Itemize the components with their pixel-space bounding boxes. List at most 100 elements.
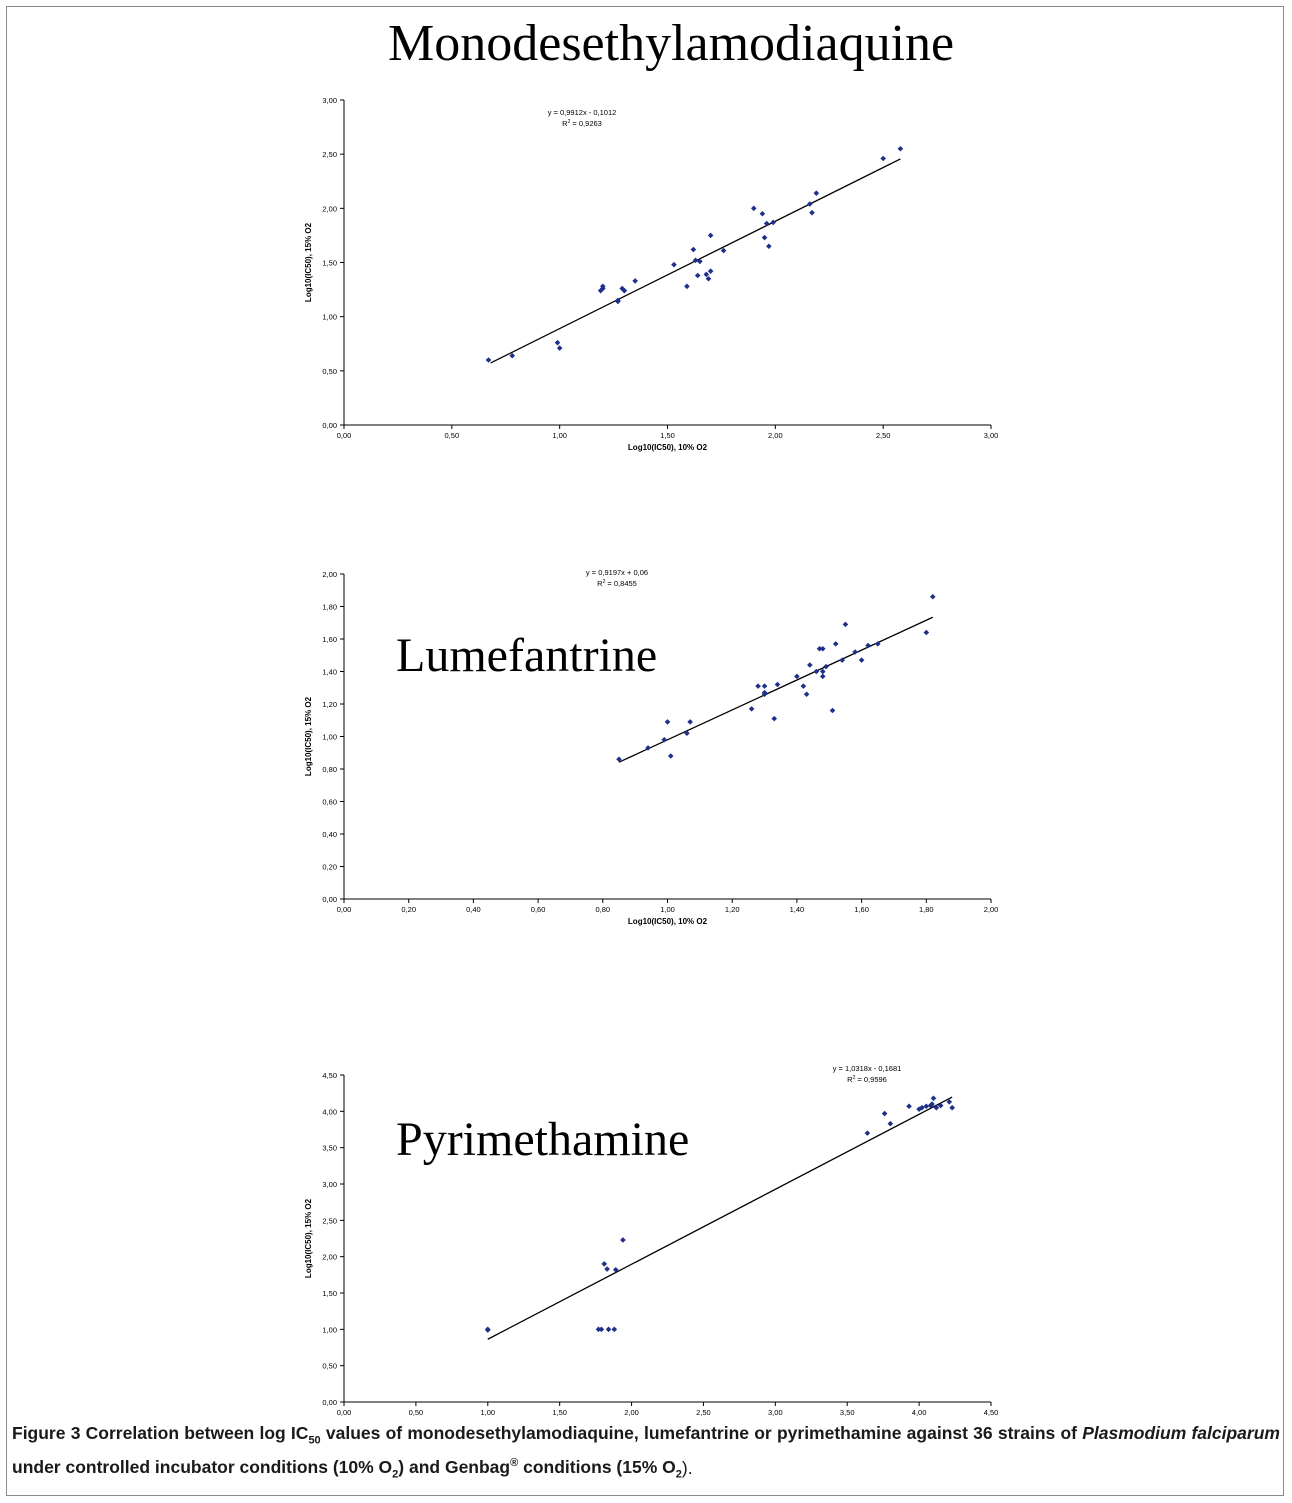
caption-text-4: ) and Genbag xyxy=(398,1457,511,1478)
data-point xyxy=(800,683,807,689)
data-point xyxy=(612,1266,619,1273)
caption-text-3: under controlled incubator conditions (1… xyxy=(12,1457,393,1478)
data-point xyxy=(929,593,936,600)
y-tick-label: 1,00 xyxy=(322,1325,337,1334)
x-tick-label: 3,00 xyxy=(984,431,999,440)
data-point xyxy=(774,681,781,688)
data-point xyxy=(667,753,674,759)
r-squared-label: R2 = 0,9263 xyxy=(562,119,602,128)
y-tick-label: 0,50 xyxy=(322,1362,337,1371)
data-point xyxy=(761,683,768,689)
x-tick-label: 3,50 xyxy=(840,1408,855,1417)
x-tick-label: 3,00 xyxy=(768,1408,783,1417)
x-tick-label: 1,50 xyxy=(660,431,675,440)
data-point xyxy=(664,719,671,725)
data-point xyxy=(605,1326,612,1333)
data-point xyxy=(864,1130,871,1136)
y-tick-label: 4,00 xyxy=(322,1107,337,1116)
trendline-equation: y = 0,9197x + 0,06 xyxy=(586,568,648,577)
data-point xyxy=(949,1104,955,1111)
data-point xyxy=(770,219,776,226)
y-tick-label: 1,50 xyxy=(322,259,337,268)
data-point xyxy=(929,1101,935,1107)
y-tick-label: 1,40 xyxy=(322,668,337,677)
data-point xyxy=(621,287,628,294)
y-tick-label: 3,50 xyxy=(322,1144,337,1153)
x-tick-label: 0,00 xyxy=(337,905,352,914)
data-point xyxy=(509,352,516,359)
data-point xyxy=(761,234,768,241)
data-point xyxy=(645,745,651,751)
scatter-chart-lumefantrine: 0,00 0,20 0,40 0,60 0,80 1,00 1,20 1,40 1,60 1,80… xyxy=(304,568,998,926)
caption-sub-2b: 2 xyxy=(675,1468,682,1481)
data-point xyxy=(858,657,865,663)
x-tick-label: 0,80 xyxy=(595,905,610,914)
data-point xyxy=(597,287,604,294)
caption-text-5: conditions (15% O xyxy=(518,1457,676,1478)
y-tick-label: 0,00 xyxy=(322,895,337,904)
data-point xyxy=(865,642,871,649)
data-point xyxy=(687,719,693,725)
y-tick-label: 0,80 xyxy=(322,765,337,774)
data-point xyxy=(600,283,606,290)
data-point xyxy=(852,649,858,655)
data-point xyxy=(684,283,690,290)
data-point xyxy=(595,1326,602,1333)
trendline xyxy=(618,616,934,763)
data-point xyxy=(759,210,766,217)
y-tick-label: 2,00 xyxy=(322,204,337,213)
caption-sub-2a: 2 xyxy=(392,1468,399,1481)
data-point xyxy=(615,297,621,304)
data-point xyxy=(933,1104,940,1111)
data-point xyxy=(842,621,849,628)
data-point xyxy=(755,683,761,689)
data-point xyxy=(620,1237,626,1243)
y-tick-label: 4,50 xyxy=(322,1071,337,1080)
data-point xyxy=(766,243,772,250)
data-point xyxy=(897,145,904,152)
data-point xyxy=(887,1120,894,1127)
x-tick-label: 1,80 xyxy=(919,905,934,914)
data-point xyxy=(823,663,829,670)
data-point xyxy=(485,357,492,363)
y-tick-label: 1,80 xyxy=(322,603,337,612)
x-tick-label: 1,60 xyxy=(854,905,869,914)
data-point xyxy=(771,715,778,722)
data-point xyxy=(671,261,677,268)
x-tick-label: 2,00 xyxy=(624,1408,639,1417)
caption-sub-50: 50 xyxy=(308,1434,321,1447)
data-point xyxy=(720,247,727,254)
data-point xyxy=(819,673,826,680)
trendline-equation: y = 0,9912x - 0,1012 xyxy=(548,108,617,117)
data-point xyxy=(916,1106,922,1112)
data-point xyxy=(946,1099,953,1105)
x-tick-label: 0,20 xyxy=(401,905,416,914)
x-tick-label: 2,00 xyxy=(768,431,783,440)
data-point xyxy=(829,707,836,714)
data-point xyxy=(919,1104,925,1111)
data-point xyxy=(923,629,930,636)
scatter-chart-pyrimethamine: 0,00 0,50 1,00 1,50 2,00 2,50 3,00 3,50 4,00 4,50… xyxy=(304,1064,998,1417)
x-tick-label: 0,00 xyxy=(337,431,352,440)
r-squared-label: R2 = 0,9596 xyxy=(847,1075,887,1084)
y-tick-label: 2,50 xyxy=(322,1216,337,1225)
data-point xyxy=(750,205,757,212)
data-point xyxy=(484,1327,491,1333)
data-point xyxy=(816,645,823,652)
x-tick-label: 2,50 xyxy=(876,431,891,440)
data-point xyxy=(661,736,668,743)
chart-title-pyrimethamine: Pyrimethamine xyxy=(396,1113,690,1166)
y-tick-label: 2,00 xyxy=(322,570,337,579)
trendline xyxy=(487,1096,953,1340)
x-tick-label: 1,00 xyxy=(480,1408,495,1417)
data-point xyxy=(880,155,886,162)
data-point xyxy=(906,1103,912,1110)
y-tick-label: 1,00 xyxy=(322,313,337,322)
y-tick-label: 0,00 xyxy=(322,421,337,430)
y-axis-label: Log10(IC50), 15% O2 xyxy=(304,1198,313,1278)
caption-text-6: ). xyxy=(681,1457,693,1478)
data-point xyxy=(601,1261,608,1267)
chart-title-monodesethylamodiaquine: Monodesethylamodiaquine xyxy=(388,15,955,72)
x-tick-label: 0,00 xyxy=(337,1408,352,1417)
y-tick-label: 3,00 xyxy=(322,96,337,105)
